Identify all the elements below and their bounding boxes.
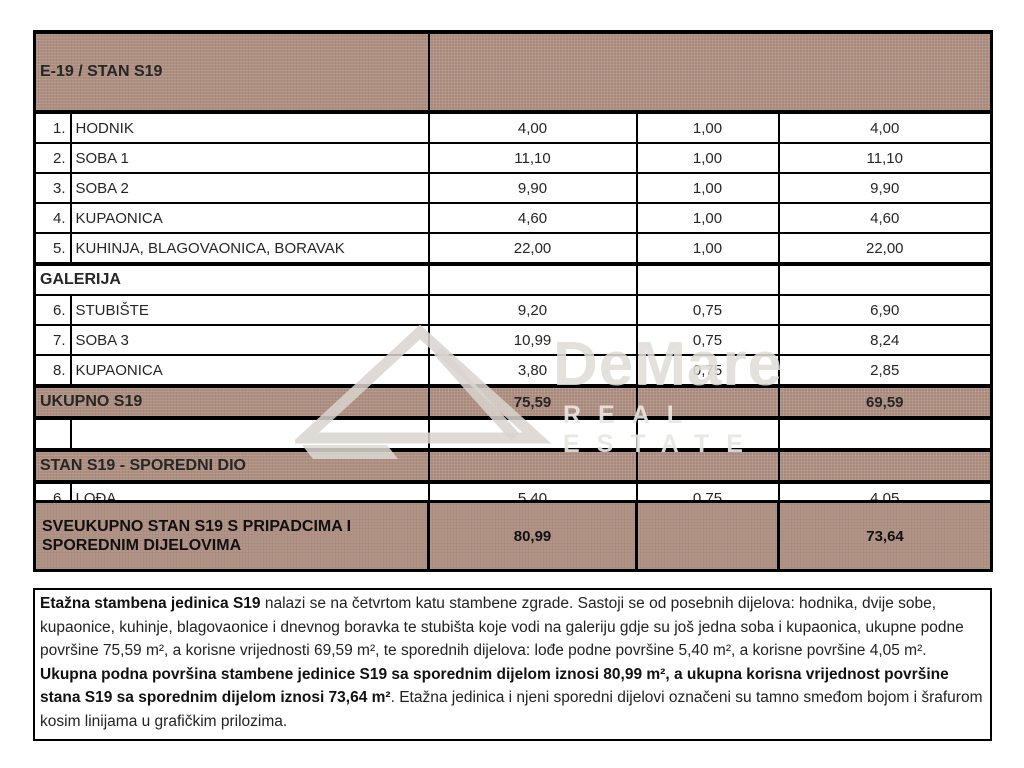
- result-value: 8,24: [777, 324, 994, 356]
- unit-title: E-19 / STAN S19: [32, 30, 430, 113]
- coefficient-value: 1,00: [635, 142, 780, 174]
- coefficient-value: 1,00: [635, 202, 780, 234]
- coefficient-value: 0,75: [635, 324, 780, 356]
- grand-total-coefficient-cell: [635, 500, 781, 572]
- description-segment: . Etažna jedinica i njeni sporedni dijel…: [40, 689, 983, 730]
- coefficient-value: 0,75: [635, 294, 780, 326]
- area-value: 9,20: [427, 294, 638, 326]
- area-value: 22,00: [427, 232, 638, 265]
- result-value: 22,00: [777, 232, 994, 265]
- area-value: 3,80: [427, 354, 638, 387]
- table-row: 3. SOBA 2 9,90 1,00 9,90: [33, 172, 994, 204]
- row-number: 4.: [33, 202, 72, 234]
- area-value: 10,99: [427, 324, 638, 356]
- table-row: 6. STUBIŠTE 9,20 0,75 6,90: [33, 294, 994, 326]
- coefficient-cell: [635, 448, 780, 484]
- total-label: UKUPNO S19: [32, 384, 430, 420]
- table-header-row: E-19 / STAN S19: [32, 30, 994, 113]
- spacer-row: [33, 417, 994, 451]
- room-label: HODNIK: [69, 110, 430, 144]
- result-value: 4,60: [777, 202, 994, 234]
- section-row-galerija: GALERIJA: [32, 262, 994, 296]
- result-value: 9,90: [777, 172, 994, 204]
- unit-description: Etažna stambena jedinica S19 nalazi se n…: [33, 588, 992, 741]
- result-value: 6,90: [777, 294, 994, 326]
- row-number: 7.: [33, 324, 72, 356]
- header-spacer-cell: [427, 30, 994, 113]
- section-label: STAN S19 - SPOREDNI DIO: [32, 448, 430, 484]
- area-value: 4,00: [427, 110, 638, 144]
- grand-total-area-value: 80,99: [427, 500, 639, 572]
- row-number: 2.: [33, 142, 72, 174]
- coefficient-value: 0,75: [635, 354, 780, 387]
- description-segment: Etažna stambena jedinica S19: [40, 595, 261, 612]
- coefficient-value: 1,00: [635, 232, 780, 265]
- grand-total-label: SVEUKUPNO STAN S19 S PRIPADCIMA I SPORED…: [32, 500, 431, 572]
- area-cell: [427, 448, 638, 484]
- room-label: [69, 417, 430, 451]
- coefficient-value: 1,00: [635, 110, 780, 144]
- area-value: 4,60: [427, 202, 638, 234]
- area-value: [427, 417, 638, 451]
- grand-total-table: SVEUKUPNO STAN S19 S PRIPADCIMA I SPORED…: [32, 500, 994, 572]
- section-label: GALERIJA: [32, 262, 430, 296]
- result-value: [777, 417, 994, 451]
- result-value: [777, 262, 994, 296]
- room-label: SOBA 2: [69, 172, 430, 204]
- coefficient-value: 1,00: [635, 172, 780, 204]
- table-row: 5. KUHINJA, BLAGOVAONICA, BORAVAK 22,00 …: [33, 232, 994, 265]
- total-coefficient-cell: [635, 384, 780, 420]
- row-number: 3.: [33, 172, 72, 204]
- table-row: 4. KUPAONICA 4,60 1,00 4,60: [33, 202, 994, 234]
- description-segment: Ukupna podna površina stambene jedinice …: [40, 665, 949, 707]
- description-segment: nalazi se na četvrtom katu stambene zgra…: [40, 595, 964, 659]
- room-label: SOBA 1: [69, 142, 430, 174]
- row-number: [33, 417, 72, 451]
- table-row: 2. SOBA 1 11,10 1,00 11,10: [33, 142, 994, 174]
- total-area-value: 75,59: [427, 384, 638, 420]
- room-label: KUPAONICA: [69, 354, 430, 387]
- section-row-sporedni-dio: STAN S19 - SPOREDNI DIO: [32, 448, 994, 484]
- row-number: 8.: [33, 354, 72, 387]
- table-row: 1. HODNIK 4,00 1,00 4,00: [33, 110, 994, 144]
- room-label: SOBA 3: [69, 324, 430, 356]
- result-cell: [777, 448, 994, 484]
- result-value: 4,00: [777, 110, 994, 144]
- coefficient-value: [635, 417, 780, 451]
- area-value: 11,10: [427, 142, 638, 174]
- total-result-value: 69,59: [777, 384, 994, 420]
- row-number: 5.: [33, 232, 72, 265]
- room-label: STUBIŠTE: [69, 294, 430, 326]
- table-row: 8. KUPAONICA 3,80 0,75 2,85: [33, 354, 994, 387]
- area-value: [427, 262, 638, 296]
- row-number: 6.: [33, 294, 72, 326]
- total-row-ukupno: UKUPNO S19 75,59 69,59: [32, 384, 994, 420]
- apartment-areas-table: E-19 / STAN S19 1. HODNIK 4,00 1,00 4,00…: [32, 30, 994, 516]
- result-value: 11,10: [777, 142, 994, 174]
- grand-total-result-value: 73,64: [777, 500, 994, 572]
- row-number: 1.: [33, 110, 72, 144]
- grand-total-row: SVEUKUPNO STAN S19 S PRIPADCIMA I SPORED…: [32, 500, 994, 572]
- area-value: 9,90: [427, 172, 638, 204]
- room-label: KUPAONICA: [69, 202, 430, 234]
- room-label: KUHINJA, BLAGOVAONICA, BORAVAK: [69, 232, 430, 265]
- result-value: 2,85: [777, 354, 994, 387]
- table-row: 7. SOBA 3 10,99 0,75 8,24: [33, 324, 994, 356]
- coefficient-value: [635, 262, 780, 296]
